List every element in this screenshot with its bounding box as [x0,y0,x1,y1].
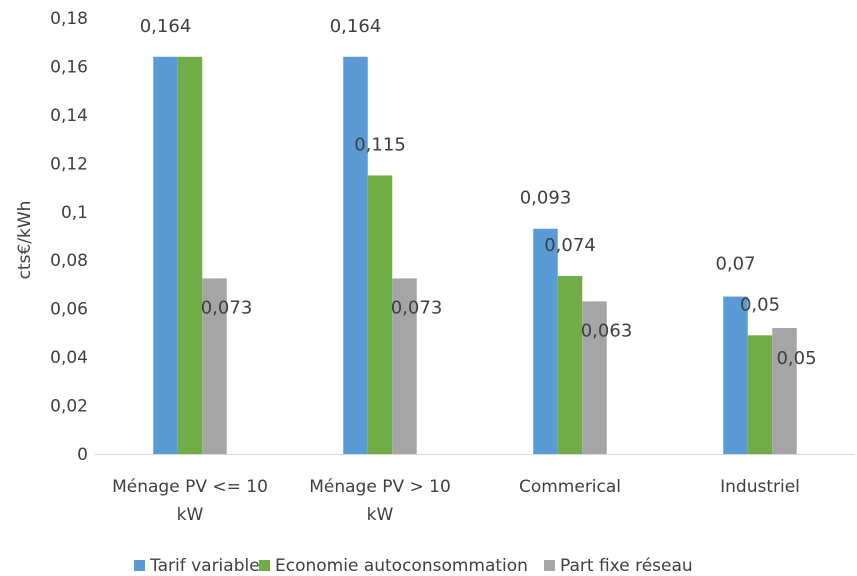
data-label: 0,115 [354,134,406,155]
x-category-label: Industriel [720,477,800,497]
data-label: 0,05 [740,294,780,315]
bar-economie-autoconsommation [367,175,393,454]
y-axis-ticks: 0 0,02 0,04 0,06 0,08 0,1 0,12 0,14 0,16 0,18 [50,9,88,465]
bar-part-fixe-r-seau [582,301,607,454]
legend-label: Tarif variable [149,556,260,576]
data-label: 0,07 [715,254,755,275]
bar-economie-autoconsommation [177,56,203,454]
data-label: 0,074 [544,235,596,256]
bar-tarif-variable [533,228,558,454]
x-category-label: kW [367,505,394,525]
x-category-label: kW [177,505,204,525]
data-label: 0,073 [201,297,253,318]
legend-label: Economie autoconsommation [275,556,528,576]
data-label: 0,073 [391,297,443,318]
y-tick-label: 0,08 [50,251,88,271]
bar-part-fixe-r-seau [202,278,227,454]
y-tick-label: 0,1 [61,203,88,223]
y-tick-label: 0 [77,445,88,465]
bar-tarif-variable [343,56,368,454]
legend-swatch [134,560,145,571]
bar-tarif-variable [153,56,178,454]
y-tick-label: 0,18 [50,9,88,29]
bar-tarif-variable [723,296,748,454]
y-tick-label: 0,12 [50,154,88,174]
legend-swatch [259,560,270,571]
legend: Tarif variable Economie autoconsommation P… [134,556,693,576]
data-label: 0,063 [581,320,633,341]
x-axis-categories: Ménage PV <= 10 kW Ménage PV > 10 kW Commeri… [112,477,800,525]
bar-economie-autoconsommation [557,275,583,454]
x-category-label: Ménage PV <= 10 [112,477,268,497]
data-label: 0,093 [520,188,572,209]
y-tick-label: 0,04 [50,348,88,368]
legend-swatch [544,560,555,571]
bar-part-fixe-r-seau [392,278,417,454]
data-labels: 0,164 0,164 0,093 0,07 0,115 0,074 0,05 0,073 0,… [140,16,817,369]
y-tick-label: 0,02 [50,397,88,417]
x-category-label: Ménage PV > 10 [309,477,451,497]
x-category-label: Commerical [519,477,621,497]
bar-part-fixe-r-seau [772,328,797,454]
legend-label: Part fixe réseau [560,556,693,576]
bar-economie-autoconsommation [747,335,773,454]
data-label: 0,05 [776,348,816,369]
data-label: 0,164 [140,16,192,37]
bars [153,56,797,454]
y-tick-label: 0,14 [50,106,88,126]
data-label: 0,164 [330,16,382,37]
y-tick-label: 0,06 [50,300,88,320]
y-axis-label: cts€/kWh [15,201,35,280]
y-tick-label: 0,16 [50,57,88,77]
